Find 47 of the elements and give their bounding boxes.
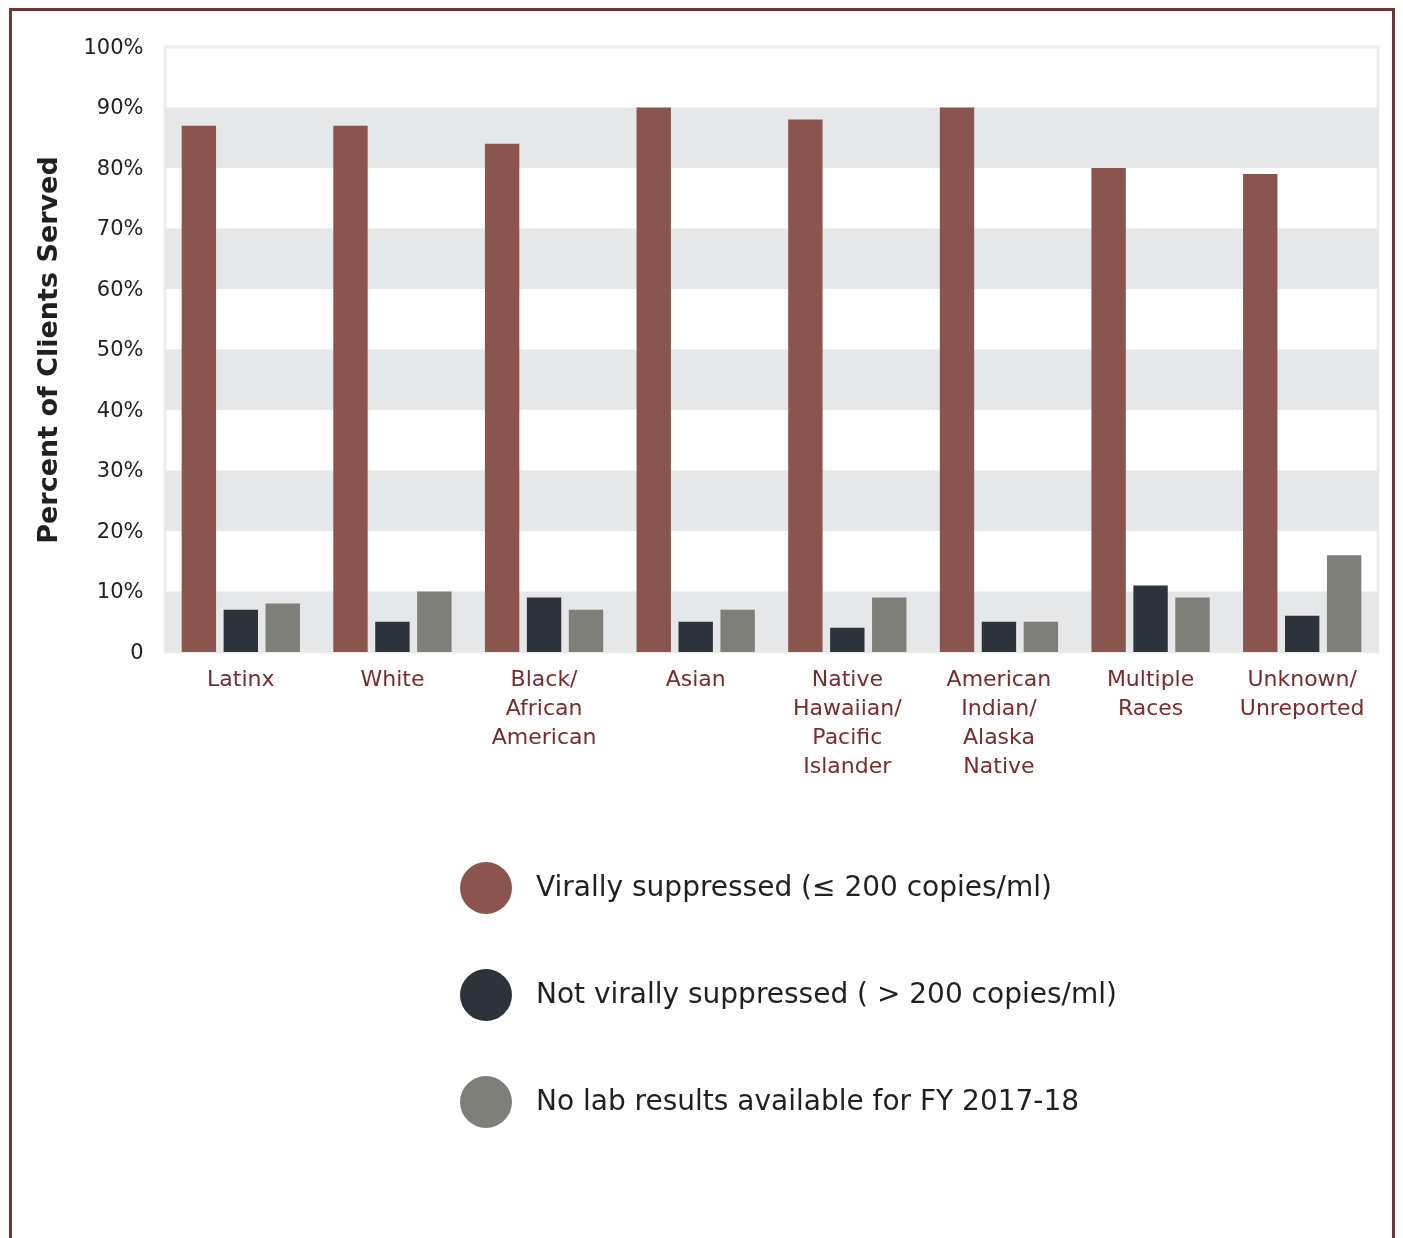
x-tick-label: Unknown/ Unreported <box>1239 665 1365 720</box>
x-tick-label: American Indian/ Alaska Native <box>946 665 1052 778</box>
bar <box>1326 555 1362 652</box>
y-tick-label: 40% <box>96 397 144 422</box>
bar <box>568 609 604 652</box>
x-tick-label: Latinx <box>207 665 275 691</box>
y-axis-title: Percent of Clients Served <box>32 156 64 544</box>
y-tick-label: 30% <box>96 458 144 482</box>
bar <box>181 125 217 652</box>
bar <box>265 603 300 652</box>
x-tick-label: White <box>360 665 425 691</box>
bar <box>1243 174 1278 652</box>
bar <box>939 107 975 652</box>
bar <box>526 597 562 652</box>
x-tick-label: Native Hawaiian/ Pacific Islander <box>793 665 903 778</box>
bar <box>1175 597 1210 652</box>
legend-label: Not virally suppressed ( > 200 copies/ml) <box>536 977 1117 1010</box>
y-tick-label: 10% <box>96 579 144 603</box>
y-tick-label: 50% <box>96 337 144 361</box>
bar <box>636 107 671 652</box>
y-tick-label: 90% <box>96 95 144 119</box>
y-tick-label: 60% <box>96 276 144 301</box>
y-tick-label: 80% <box>96 155 144 180</box>
bar <box>981 621 1017 652</box>
x-tick-label: Multiple Races <box>1106 665 1195 720</box>
bar <box>788 119 823 652</box>
legend-label: Virally suppressed (≤ 200 copies/ml) <box>536 870 1053 903</box>
bar <box>223 609 259 652</box>
y-tick-label: 100% <box>83 34 144 59</box>
legend-label: No lab results available for FY 2017-18 <box>536 1084 1080 1117</box>
y-tick-label: 20% <box>96 518 144 543</box>
bar <box>375 621 410 652</box>
bar <box>1091 168 1126 652</box>
x-tick-label: Asian <box>665 665 726 691</box>
bar <box>333 125 368 652</box>
bar <box>484 143 520 652</box>
bar <box>720 609 755 652</box>
y-tick-label: 70% <box>96 216 144 240</box>
x-tick-label: Black/ African American <box>491 665 597 749</box>
bar <box>1133 585 1168 652</box>
bar <box>1023 621 1059 652</box>
y-tick-label: 0 <box>130 639 144 664</box>
bar <box>678 621 713 652</box>
bar <box>872 597 907 652</box>
bar <box>1284 615 1320 652</box>
bar <box>417 591 452 652</box>
bar <box>830 627 865 652</box>
